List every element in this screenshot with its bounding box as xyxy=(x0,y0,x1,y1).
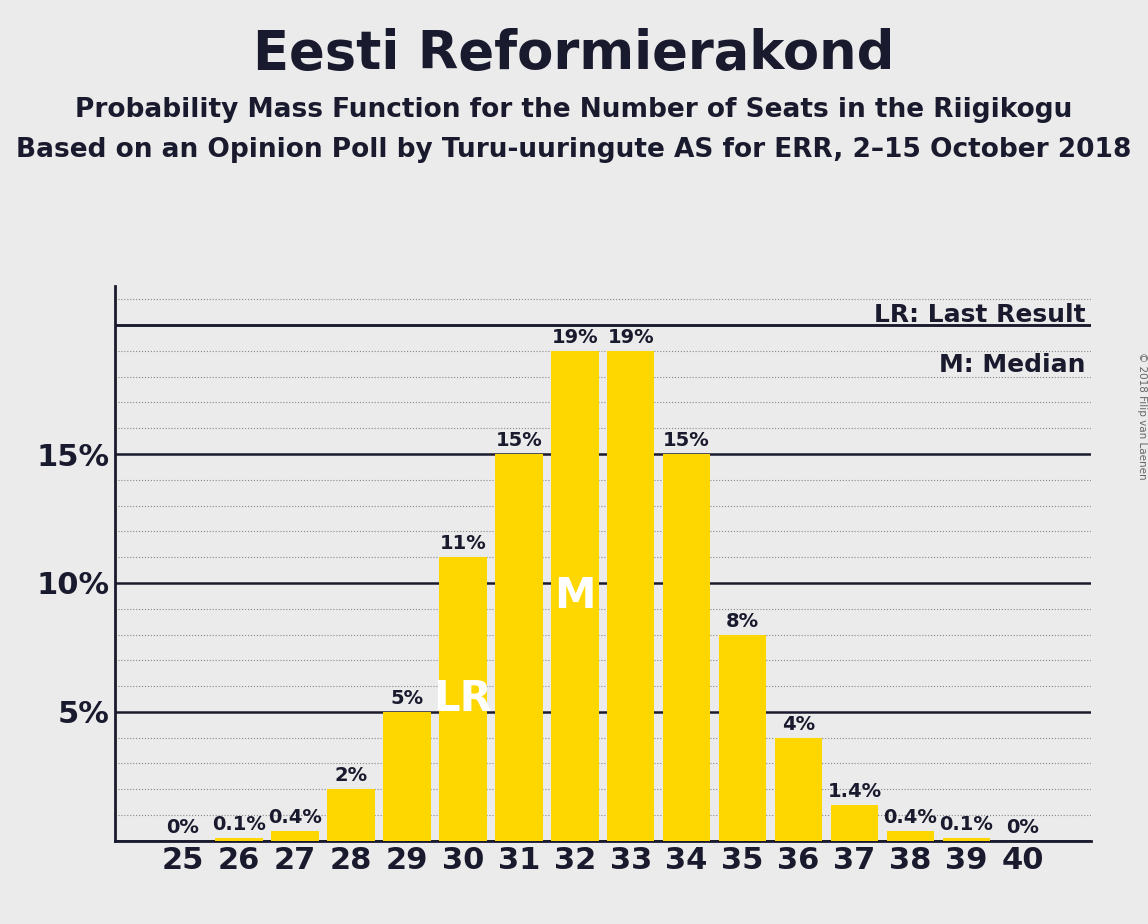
Text: LR: LR xyxy=(434,678,492,720)
Text: 0%: 0% xyxy=(1006,818,1039,837)
Text: © 2018 Filip van Laenen: © 2018 Filip van Laenen xyxy=(1138,352,1147,480)
Text: Probability Mass Function for the Number of Seats in the Riigikogu: Probability Mass Function for the Number… xyxy=(76,97,1072,123)
Text: 15%: 15% xyxy=(664,432,709,450)
Text: M: M xyxy=(554,575,596,617)
Text: LR: Last Result: LR: Last Result xyxy=(874,303,1086,327)
Text: 11%: 11% xyxy=(440,534,486,553)
Text: M: Median: M: Median xyxy=(939,353,1086,377)
Bar xyxy=(943,838,991,841)
Bar xyxy=(662,454,711,841)
Text: 8%: 8% xyxy=(726,612,759,631)
Bar xyxy=(719,635,767,841)
Bar xyxy=(439,557,487,841)
Text: 4%: 4% xyxy=(782,715,815,734)
Bar xyxy=(383,711,430,841)
Text: 0.4%: 0.4% xyxy=(267,808,321,827)
Bar xyxy=(495,454,543,841)
Text: 2%: 2% xyxy=(334,766,367,785)
Text: 19%: 19% xyxy=(607,328,654,347)
Bar xyxy=(775,737,822,841)
Bar xyxy=(271,831,319,841)
Text: Eesti Reformierakond: Eesti Reformierakond xyxy=(254,28,894,79)
Text: 0%: 0% xyxy=(166,818,200,837)
Bar xyxy=(831,805,878,841)
Text: 0.1%: 0.1% xyxy=(212,815,266,834)
Bar xyxy=(215,838,263,841)
Text: Based on an Opinion Poll by Turu-uuringute AS for ERR, 2–15 October 2018: Based on an Opinion Poll by Turu-uuringu… xyxy=(16,137,1132,163)
Bar xyxy=(327,789,374,841)
Text: 0.4%: 0.4% xyxy=(884,808,938,827)
Bar xyxy=(886,831,934,841)
Bar xyxy=(607,351,654,841)
Bar xyxy=(551,351,598,841)
Text: 19%: 19% xyxy=(551,328,598,347)
Text: 0.1%: 0.1% xyxy=(939,815,993,834)
Text: 5%: 5% xyxy=(390,689,424,708)
Text: 1.4%: 1.4% xyxy=(828,782,882,801)
Text: 15%: 15% xyxy=(496,432,542,450)
